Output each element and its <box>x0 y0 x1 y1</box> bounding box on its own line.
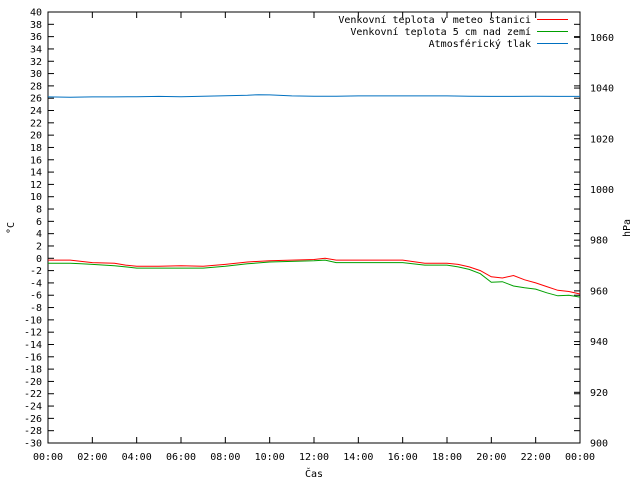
x-axis-label: Čas <box>305 467 323 480</box>
left-tick-label: 32 <box>30 57 42 68</box>
left-tick-label: 18 <box>30 143 42 154</box>
x-tick-label: 12:00 <box>299 452 329 463</box>
right-axis: 1060 1040 1020 1000 980 960 940 920 900 <box>574 33 614 450</box>
left-tick-label: -16 <box>24 352 42 363</box>
x-tick-label: 00:00 <box>33 452 63 463</box>
plot-frame <box>47 11 581 444</box>
x-axis: 00:00 02:00 04:00 06:00 08:00 10:00 12:00 14:00… <box>33 12 595 463</box>
left-tick-label: 30 <box>30 69 42 80</box>
left-tick-label: -12 <box>24 328 42 339</box>
left-tick-label: -2 <box>30 266 42 277</box>
left-tick-label: -4 <box>30 278 42 289</box>
left-tick-label: 6 <box>36 217 42 228</box>
left-tick-label: 40 <box>30 8 42 19</box>
left-tick-label: 0 <box>36 254 42 265</box>
legend-label: Venkovní teplota v meteo stanici <box>338 14 531 26</box>
left-tick-label: -18 <box>24 365 42 376</box>
x-tick-label: 04:00 <box>122 452 152 463</box>
x-tick-label: 16:00 <box>388 452 418 463</box>
left-tick-label: 20 <box>30 131 42 142</box>
x-tick-label: 20:00 <box>476 452 506 463</box>
left-tick-label: -30 <box>24 439 42 450</box>
left-tick-label: 28 <box>30 81 42 92</box>
left-tick-label: 16 <box>30 155 42 166</box>
right-tick-label: 980 <box>590 236 608 247</box>
left-tick-label: -6 <box>30 291 42 302</box>
left-tick-label: -26 <box>24 414 42 425</box>
x-tick-label: 14:00 <box>343 452 373 463</box>
x-tick-label: 02:00 <box>77 452 107 463</box>
x-tick-label: 08:00 <box>210 452 240 463</box>
right-tick-label: 1060 <box>590 33 614 44</box>
y2-axis-label: hPa <box>622 219 633 237</box>
left-tick-label: -24 <box>24 402 42 413</box>
legend-label: Venkovní teplota 5 cm nad zemí <box>350 26 531 38</box>
series-line-1 <box>48 257 581 295</box>
left-tick-label: -22 <box>24 389 42 400</box>
right-tick-label: 960 <box>590 286 608 297</box>
left-tick-label: 34 <box>30 44 42 55</box>
series-lines <box>47 94 581 298</box>
legend-label: Atmosférický tlak <box>429 38 531 50</box>
left-tick-label: -14 <box>24 340 42 351</box>
left-tick-label: -10 <box>24 315 42 326</box>
left-tick-label: 22 <box>30 118 42 129</box>
x-tick-label: 18:00 <box>432 452 462 463</box>
left-tick-label: 36 <box>30 32 42 43</box>
x-tick-label: 00:00 <box>565 452 595 463</box>
x-tick-label: 10:00 <box>255 452 285 463</box>
left-tick-label: -20 <box>24 377 42 388</box>
left-tick-label: 10 <box>30 192 42 203</box>
legend: Venkovní teplota v meteo staniciVenkovní… <box>338 14 568 50</box>
right-tick-label: 940 <box>590 337 608 348</box>
left-tick-label: -28 <box>24 426 42 437</box>
right-tick-label: 900 <box>590 439 608 450</box>
series-line-2 <box>48 259 581 298</box>
x-tick-label: 06:00 <box>166 452 196 463</box>
x-tick-label: 22:00 <box>521 452 551 463</box>
left-axis: 4038363432302826242220181614121086420-2-… <box>24 8 580 450</box>
right-tick-label: 1040 <box>590 84 614 95</box>
left-tick-label: -8 <box>30 303 42 314</box>
y-axis-label: °C <box>6 222 17 234</box>
left-tick-label: 2 <box>36 241 42 252</box>
left-tick-label: 38 <box>30 20 42 31</box>
left-tick-label: 12 <box>30 180 42 191</box>
left-tick-label: 14 <box>30 168 42 179</box>
right-tick-label: 1000 <box>590 185 614 196</box>
left-tick-label: 4 <box>36 229 42 240</box>
left-tick-label: 8 <box>36 205 42 216</box>
right-tick-label: 1020 <box>590 134 614 145</box>
left-tick-label: 24 <box>30 106 42 117</box>
series-line-3 <box>47 94 580 98</box>
left-tick-label: 26 <box>30 94 42 105</box>
right-tick-label: 920 <box>590 388 608 399</box>
